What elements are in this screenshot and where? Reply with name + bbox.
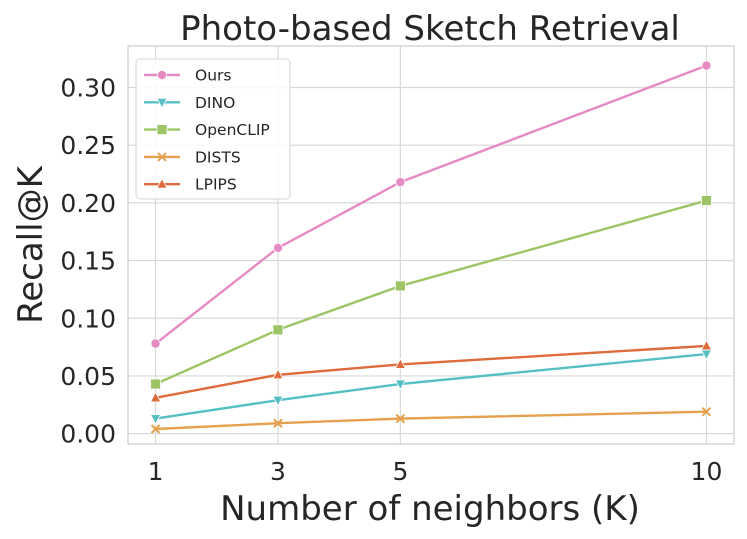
series-openclip xyxy=(150,195,712,390)
y-tick-label: 0.05 xyxy=(60,362,116,391)
series-ours xyxy=(150,60,712,349)
x-tick-label: 1 xyxy=(148,457,164,486)
legend-item-dino: DINO xyxy=(144,94,235,112)
y-tick-label: 0.30 xyxy=(60,74,116,103)
series-line-dino xyxy=(155,352,707,420)
legend-marker xyxy=(156,97,168,109)
y-tick-label: 0.20 xyxy=(60,189,116,218)
data-point-dists xyxy=(273,418,283,428)
legend-item-dists: DISTS xyxy=(144,148,241,166)
x-tick-label: 10 xyxy=(691,457,723,486)
x-tick-label: 5 xyxy=(392,457,408,486)
data-point-dino xyxy=(394,379,407,391)
series-line-lpips xyxy=(155,344,707,400)
data-point-lpips xyxy=(149,391,162,403)
legend-box xyxy=(135,58,291,200)
y-tick-label: 0.15 xyxy=(60,247,116,276)
chart-title: Photo-based Sketch Retrieval xyxy=(180,9,680,49)
data-point-ours xyxy=(150,338,161,349)
x-tick-labels: 1 3 5 10 xyxy=(148,457,723,486)
series-dino xyxy=(149,349,713,425)
y-tick-label: 0.10 xyxy=(60,304,116,333)
data-point-dists xyxy=(150,424,161,434)
legend-marker xyxy=(156,124,168,135)
legend-label: OpenCLIP xyxy=(195,121,270,139)
legend-marker xyxy=(157,152,167,162)
y-tick-label: 0.00 xyxy=(60,420,116,449)
legend-item-openclip: OpenCLIP xyxy=(144,121,270,139)
series-line-openclip xyxy=(155,199,707,386)
data-point-dists xyxy=(395,413,406,424)
legend-item-ours: Ours xyxy=(144,67,231,85)
x-tick-label: 3 xyxy=(270,457,286,486)
series-layer xyxy=(149,60,713,434)
data-point-ours xyxy=(701,60,712,71)
y-tick-label: 0.25 xyxy=(60,131,116,160)
data-point-ours xyxy=(395,177,406,188)
data-point-dino xyxy=(149,414,162,425)
legend-label: DINO xyxy=(195,94,235,112)
series-line-dists xyxy=(155,410,707,431)
data-point-lpips xyxy=(394,358,407,369)
data-point-openclip xyxy=(394,280,406,292)
legend: Ours DINO OpenCLIP DISTS LPIPS xyxy=(135,58,291,200)
legend-item-lpips: LPIPS xyxy=(144,176,237,194)
series-lpips xyxy=(149,339,713,403)
y-tick-labels: 0.00 0.05 0.10 0.15 0.20 0.25 0.30 xyxy=(60,74,116,449)
data-point-openclip xyxy=(272,324,284,336)
data-point-dists xyxy=(701,406,712,417)
data-point-openclip xyxy=(150,378,161,390)
y-axis-label: Recall@K xyxy=(11,164,51,323)
plot-frame xyxy=(127,45,735,445)
data-point-dino xyxy=(272,395,284,407)
x-axis-label: Number of neighbors (K) xyxy=(220,489,640,529)
data-point-lpips xyxy=(272,368,284,380)
legend-label: LPIPS xyxy=(195,176,237,194)
legend-label: Ours xyxy=(195,67,231,85)
legend-label: DISTS xyxy=(195,148,241,166)
legend-marker xyxy=(156,177,168,189)
data-point-lpips xyxy=(700,339,713,351)
legend-marker xyxy=(156,70,167,81)
data-point-ours xyxy=(272,242,283,253)
data-point-openclip xyxy=(701,195,712,206)
series-line-ours xyxy=(154,64,707,345)
series-dists xyxy=(150,406,712,434)
